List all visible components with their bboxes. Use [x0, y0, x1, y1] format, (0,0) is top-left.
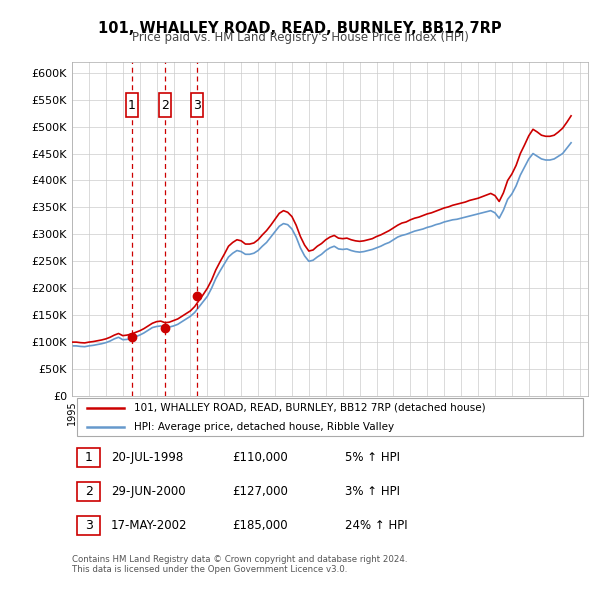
Text: 24% ↑ HPI: 24% ↑ HPI: [346, 519, 408, 532]
Text: 5% ↑ HPI: 5% ↑ HPI: [346, 451, 400, 464]
Text: 3: 3: [85, 519, 93, 532]
Text: Contains HM Land Registry data © Crown copyright and database right 2024.
This d: Contains HM Land Registry data © Crown c…: [72, 555, 407, 574]
Text: 2: 2: [161, 99, 169, 112]
FancyBboxPatch shape: [159, 93, 171, 117]
FancyBboxPatch shape: [77, 516, 100, 535]
FancyBboxPatch shape: [77, 448, 100, 467]
Text: 1: 1: [85, 451, 93, 464]
FancyBboxPatch shape: [191, 93, 203, 117]
Text: HPI: Average price, detached house, Ribble Valley: HPI: Average price, detached house, Ribb…: [134, 422, 394, 432]
Text: 17-MAY-2002: 17-MAY-2002: [110, 519, 187, 532]
Text: 101, WHALLEY ROAD, READ, BURNLEY, BB12 7RP: 101, WHALLEY ROAD, READ, BURNLEY, BB12 7…: [98, 21, 502, 35]
Text: £127,000: £127,000: [232, 485, 288, 498]
Text: Price paid vs. HM Land Registry's House Price Index (HPI): Price paid vs. HM Land Registry's House …: [131, 31, 469, 44]
Text: 20-JUL-1998: 20-JUL-1998: [110, 451, 183, 464]
Text: 29-JUN-2000: 29-JUN-2000: [110, 485, 185, 498]
Text: 1: 1: [128, 99, 136, 112]
Text: 101, WHALLEY ROAD, READ, BURNLEY, BB12 7RP (detached house): 101, WHALLEY ROAD, READ, BURNLEY, BB12 7…: [134, 403, 485, 413]
Text: £110,000: £110,000: [232, 451, 288, 464]
FancyBboxPatch shape: [77, 482, 100, 502]
FancyBboxPatch shape: [126, 93, 138, 117]
Text: £185,000: £185,000: [232, 519, 287, 532]
Text: 2: 2: [85, 485, 93, 498]
Text: 3% ↑ HPI: 3% ↑ HPI: [346, 485, 400, 498]
Text: 3: 3: [193, 99, 200, 112]
FancyBboxPatch shape: [77, 398, 583, 437]
